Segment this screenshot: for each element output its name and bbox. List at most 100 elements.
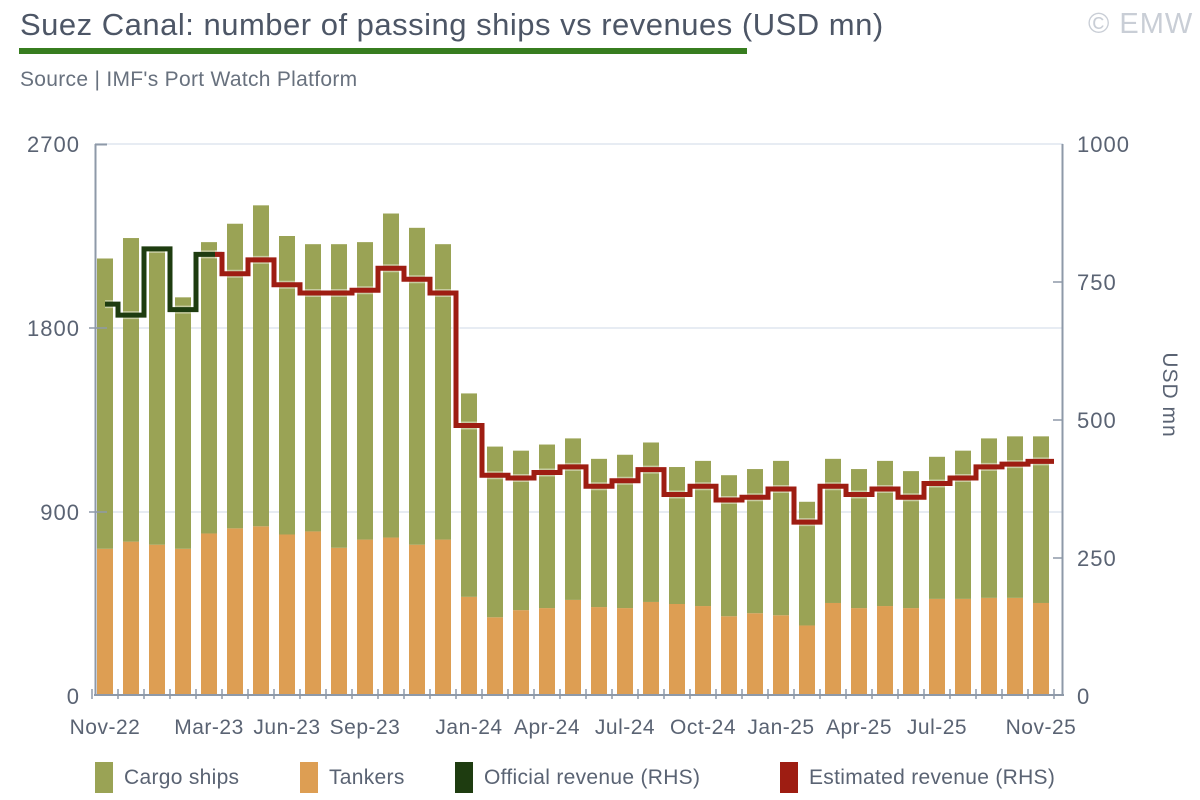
cargo-bar-Nov-25 <box>1033 436 1049 603</box>
x-axis-label-Nov-25: Nov-25 <box>1006 716 1077 739</box>
cargo-bar-Jan-23 <box>149 248 165 545</box>
tankers-bar-Jun-24 <box>591 607 607 695</box>
tankers-bar-Sep-24 <box>669 604 685 695</box>
cargo-bar-Apr-25 <box>851 469 867 609</box>
x-axis-label-Jan-25: Jan-25 <box>747 716 814 739</box>
right-axis-title: USD mn <box>1158 352 1181 437</box>
tankers-bar-Apr-25 <box>851 608 867 695</box>
cargo-bar-Apr-24 <box>539 444 555 609</box>
tankers-bar-Jan-25 <box>773 615 789 695</box>
cargo-bar-Jun-25 <box>903 471 919 609</box>
left-axis-label-1800: 1800 <box>27 316 80 341</box>
right-axis-label-500: 500 <box>1077 408 1117 433</box>
cargo-bar-Jan-25 <box>773 460 789 616</box>
x-axis-label-Oct-24: Oct-24 <box>670 716 736 739</box>
cargo-bar-Jul-23 <box>305 244 321 532</box>
tankers-bar-Jul-24 <box>617 608 633 695</box>
x-axis-label-Sep-23: Sep-23 <box>330 716 401 739</box>
tankers-bar-Jan-24 <box>461 596 477 695</box>
left-axis-label-900: 900 <box>40 500 80 525</box>
cargo-bar-Jul-24 <box>617 454 633 609</box>
tankers-bar-Nov-24 <box>721 616 737 695</box>
tankers-bar-Feb-25 <box>799 625 815 695</box>
tankers-bar-Aug-25 <box>955 598 971 695</box>
tankers-bar-Mar-23 <box>201 533 217 695</box>
cargo-bar-Jan-24 <box>461 393 477 597</box>
left-axis-label-0: 0 <box>67 684 80 709</box>
tankers-bar-Jan-23 <box>149 544 165 695</box>
tankers-bar-Nov-22 <box>97 548 113 695</box>
tankers-bar-Dec-24 <box>747 613 763 695</box>
cargo-bar-Jul-25 <box>929 456 945 599</box>
cargo-bar-Jun-24 <box>591 458 607 608</box>
cargo-bar-May-23 <box>253 205 269 527</box>
cargo-bar-Nov-24 <box>721 475 737 617</box>
tankers-bar-May-25 <box>877 606 893 695</box>
tankers-bar-May-24 <box>565 599 581 695</box>
title-underline <box>19 48 747 54</box>
tankers-bar-Dec-22 <box>123 541 139 695</box>
cargo-bar-Jun-23 <box>279 236 295 535</box>
legend-item-official-revenue: Official revenue (RHS) <box>455 762 700 793</box>
cargo-bar-Mar-23 <box>201 242 217 534</box>
tankers-bar-Nov-25 <box>1033 602 1049 695</box>
right-axis-label-250: 250 <box>1077 546 1117 571</box>
tankers-bar-Apr-24 <box>539 608 555 695</box>
cargo-bar-Sep-23 <box>357 242 373 540</box>
tankers-bar-Jul-23 <box>305 531 321 695</box>
legend-label: Estimated revenue (RHS) <box>809 765 1056 789</box>
x-axis-label-Apr-24: Apr-24 <box>514 716 580 739</box>
legend-label: Cargo ships <box>124 765 240 789</box>
cargo-bar-Dec-22 <box>123 238 139 542</box>
tankers-swatch <box>300 762 318 793</box>
tankers-bar-Oct-24 <box>695 606 711 695</box>
cargo-bar-Oct-23 <box>383 213 399 538</box>
cargo-bar-Dec-23 <box>435 244 451 540</box>
tankers-bar-Aug-24 <box>643 601 659 695</box>
x-axis-label-Nov-22: Nov-22 <box>70 716 141 739</box>
tankers-bar-May-23 <box>253 526 269 695</box>
legend-item-estimated-revenue: Estimated revenue (RHS) <box>780 762 1055 793</box>
cargo-bar-May-24 <box>565 438 581 600</box>
cargo-bar-Dec-24 <box>747 469 763 614</box>
cargo-bar-Feb-24 <box>487 446 503 618</box>
tankers-bar-Oct-25 <box>1007 597 1023 695</box>
tankers-bar-Apr-23 <box>227 528 243 695</box>
x-axis-label-Apr-25: Apr-25 <box>826 716 892 739</box>
tankers-bar-Sep-23 <box>357 539 373 695</box>
cargo-bar-Aug-23 <box>331 244 347 548</box>
tankers-bar-Nov-23 <box>409 544 425 695</box>
cargo-bar-Sep-25 <box>981 438 997 598</box>
cargo-bar-Oct-25 <box>1007 436 1023 598</box>
cargo-bar-Feb-25 <box>799 501 815 626</box>
cargo-bar-Apr-23 <box>227 223 243 529</box>
tankers-bar-Jul-25 <box>929 598 945 695</box>
legend-label: Tankers <box>329 765 405 789</box>
cargo-bar-Aug-25 <box>955 450 971 599</box>
official-revenue-swatch <box>455 762 473 793</box>
chart-legend: Cargo ships Tankers Official revenue (RH… <box>95 762 1155 798</box>
tankers-bar-Mar-25 <box>825 602 841 695</box>
left-axis-label-2700: 2700 <box>27 132 80 157</box>
cargo-bar-Oct-24 <box>695 460 711 607</box>
tankers-bar-Aug-23 <box>331 547 347 695</box>
copyright-watermark: © EMW <box>1088 8 1194 40</box>
tankers-bar-Jun-23 <box>279 534 295 695</box>
tankers-bar-Feb-24 <box>487 617 503 695</box>
tankers-bar-Dec-23 <box>435 539 451 695</box>
tankers-bar-Oct-23 <box>383 537 399 695</box>
estimated-revenue-swatch <box>780 762 798 793</box>
official-revenue-line <box>105 246 222 318</box>
cargo-bar-Feb-23 <box>175 297 191 549</box>
tankers-bar-Mar-24 <box>513 610 529 695</box>
estimated-revenue-line <box>215 251 1054 525</box>
cargo-bar-Nov-23 <box>409 227 425 545</box>
cargo-bar-Nov-22 <box>97 258 113 549</box>
source-caption: Source | IMF's Port Watch Platform <box>20 68 358 91</box>
cargo-bar-Mar-24 <box>513 450 529 611</box>
legend-item-cargo-ships: Cargo ships <box>95 762 239 793</box>
right-axis-label-0: 0 <box>1077 684 1090 709</box>
right-axis-label-750: 750 <box>1077 270 1117 295</box>
